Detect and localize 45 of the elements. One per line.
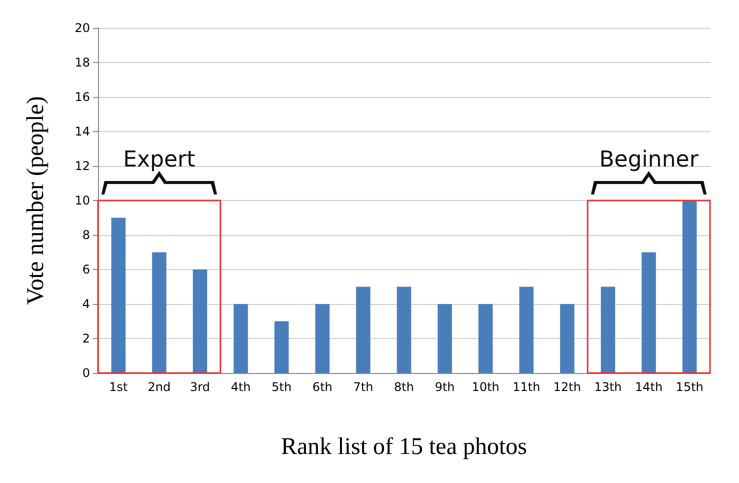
annotation: Beginner	[599, 148, 700, 172]
y-tick-label: 14	[74, 124, 90, 138]
x-tick-label: 11th	[512, 380, 540, 394]
y-tick-label: 6	[82, 262, 90, 276]
x-tick-label: 7th	[353, 380, 374, 394]
bar	[682, 200, 697, 373]
x-tick-label: 5th	[272, 380, 292, 394]
bar	[356, 286, 370, 373]
y-tick-label: 20	[74, 21, 90, 35]
bar	[438, 304, 452, 373]
x-tick-label: 14th	[635, 380, 663, 394]
x-tick-label: 12th	[553, 380, 581, 394]
y-tick-label: 10	[74, 194, 90, 208]
bar	[234, 304, 248, 373]
y-tick-label: 0	[82, 366, 90, 380]
x-tick-label: 4th	[230, 380, 251, 394]
bar	[396, 286, 412, 373]
y-tick-label: 2	[82, 332, 90, 346]
x-tick-label: 9th	[434, 380, 455, 394]
x-tick-label: 10th	[472, 380, 500, 394]
x-tick-label: 1st	[109, 380, 128, 394]
y-tick-label: 16	[74, 90, 90, 104]
bar	[642, 252, 656, 373]
x-tick-label: 15th	[676, 380, 704, 394]
bar	[600, 286, 616, 373]
y-tick-label: 12	[74, 159, 90, 173]
y-axis-title: Vote number (people)	[23, 96, 49, 305]
bar	[111, 218, 126, 373]
bar	[560, 304, 574, 373]
x-tick-label: 2nd	[148, 380, 171, 394]
y-tick-label: 8	[82, 228, 90, 242]
bar	[519, 286, 534, 373]
annotation: Expert	[123, 148, 196, 172]
bar	[315, 304, 330, 373]
bar	[152, 252, 166, 373]
x-tick-label: 3rd	[190, 380, 210, 394]
x-tick-label: 13th	[594, 380, 622, 394]
x-axis-title: Rank list of 15 tea photos	[281, 434, 527, 460]
y-tick-label: 4	[82, 297, 90, 311]
y-tick-label: 18	[74, 56, 90, 70]
bar	[274, 321, 289, 373]
x-tick-label: 8th	[394, 380, 414, 394]
x-tick-label: 6th	[312, 380, 332, 394]
bar	[192, 270, 208, 373]
bar	[478, 304, 493, 373]
